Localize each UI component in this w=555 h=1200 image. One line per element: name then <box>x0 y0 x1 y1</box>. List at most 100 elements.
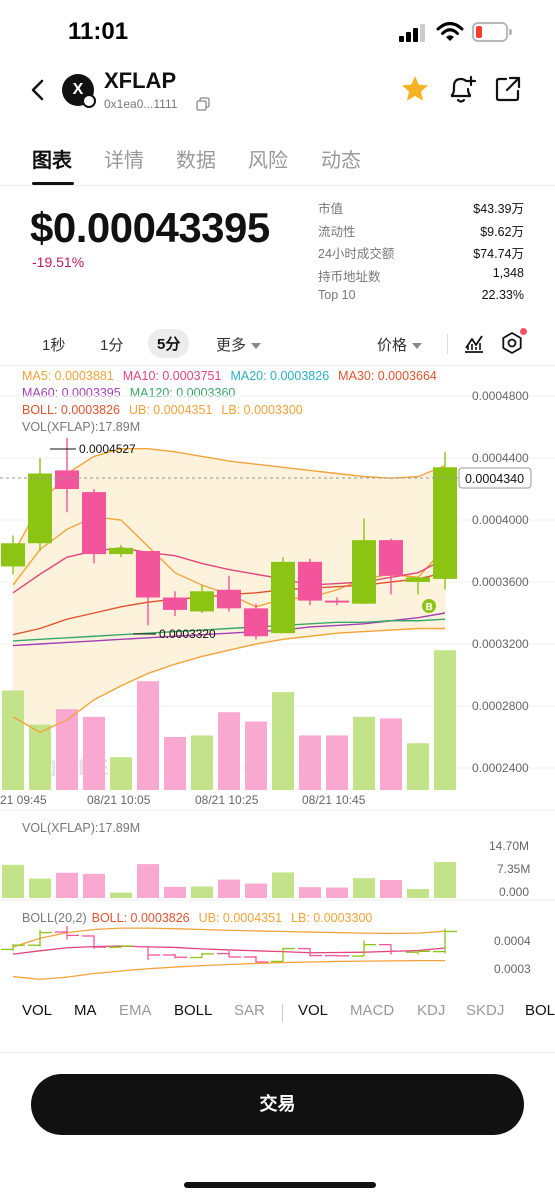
boll-panel-lb: LB: 0.0003300 <box>291 911 372 925</box>
token-address: 0x1ea0...1111 <box>104 97 178 111</box>
high-marker: 0.0004527 <box>79 442 136 456</box>
legend-ma20: MA20: 0.0003826 <box>230 369 330 383</box>
legend-lb: LB: 0.0003300 <box>221 403 303 417</box>
boll-panel-ub <box>12 927 446 948</box>
current-price: $0.00043395 <box>30 204 270 251</box>
share-icon[interactable] <box>494 75 522 103</box>
volume-overlay-bar <box>353 716 375 790</box>
indicator-tab-boll-sub[interactable]: BOLL <box>525 1002 555 1019</box>
price-chart[interactable]: ⊡ ░DEX 0.0004800 0.0004400 0.0004000 0.0003… <box>0 360 555 1000</box>
y-axis-label: 0.0002400 <box>472 761 529 775</box>
indicator-tabs: VOL MA EMA BOLL SAR VOL MACD KDJ SKDJ BO… <box>0 998 555 1028</box>
candlesticks <box>1 437 457 640</box>
indicator-icon[interactable] <box>463 332 485 354</box>
tab-active-indicator <box>32 182 74 185</box>
watermark-logo: ⊡ ░DEX <box>38 755 124 781</box>
line-ub <box>12 448 446 555</box>
vol-legend: VOL(XFLAP):17.89M <box>22 420 141 434</box>
volume-overlay-bar <box>29 724 51 790</box>
tab-chart[interactable]: 图表 <box>32 150 72 172</box>
y-axis-label: 0.0003200 <box>472 637 529 651</box>
trade-button[interactable]: 交易 <box>31 1074 524 1135</box>
x-axis-label: 08/21 10:45 <box>302 793 366 807</box>
divider <box>447 334 448 354</box>
stat-market-cap: 市值 $43.39万 <box>318 198 524 221</box>
tab-risk[interactable]: 风险 <box>248 150 288 172</box>
legend-boll: BOLL: 0.0003826 <box>22 403 120 417</box>
candle-body <box>55 470 79 489</box>
indicator-tab-sar[interactable]: SAR <box>234 1002 265 1019</box>
legend-ub: UB: 0.0004351 <box>129 403 213 417</box>
candle-body <box>271 561 295 634</box>
volume-bar <box>29 878 51 898</box>
boll-panel-lb <box>12 959 445 981</box>
candle-body <box>406 577 430 582</box>
indicator-tab-ma[interactable]: MA <box>74 1002 97 1019</box>
volume-overlay-bar <box>299 735 321 790</box>
x-axis-labels: 21 09:45 08/21 10:05 08/21 10:25 08/21 10:4… <box>0 793 366 807</box>
volume-bar <box>110 892 132 898</box>
token-logo-letter: X <box>72 81 84 98</box>
star-icon[interactable] <box>400 74 430 104</box>
stat-value: $43.39万 <box>473 202 524 216</box>
timeframe-1s[interactable]: 1秒 <box>42 337 66 354</box>
status-time: 11:01 <box>68 18 129 45</box>
back-icon[interactable] <box>24 76 52 104</box>
volume-overlay-bar <box>110 757 132 790</box>
candle-body <box>298 561 322 601</box>
volume-overlay-bar <box>56 709 78 790</box>
timeframe-1m[interactable]: 1分 <box>100 337 124 354</box>
divider <box>282 1004 283 1022</box>
timeframe-5m[interactable]: 5分 <box>148 329 190 358</box>
chain-badge-icon <box>82 94 96 108</box>
tab-data[interactable]: 数据 <box>176 150 216 172</box>
tab-details[interactable]: 详情 <box>104 150 144 172</box>
token-header: X XFLAP 0x1ea0...1111 <box>0 64 555 120</box>
candle-body <box>190 591 214 612</box>
legend-ma10: MA10: 0.0003751 <box>122 369 222 383</box>
indicator-tab-macd[interactable]: MACD <box>350 1002 395 1019</box>
indicator-tab-skdj[interactable]: SKDJ <box>466 1002 505 1019</box>
x-axis-label: 08/21 10:25 <box>195 793 259 807</box>
current-price-label: 0.0004340 <box>465 472 524 486</box>
volume-overlay-bar <box>326 735 348 790</box>
indicator-tab-vol[interactable]: VOL <box>22 1002 53 1019</box>
chevron-down-icon <box>412 343 423 350</box>
stat-label: 持币地址数 <box>318 269 381 284</box>
volume-overlay-bar <box>164 737 186 790</box>
stat-value: 1,348 <box>492 265 524 280</box>
vol-axis-label: 7.35M <box>497 862 530 876</box>
indicator-tab-boll[interactable]: BOLL <box>174 1002 213 1019</box>
candle-body <box>1 543 25 567</box>
volume-overlay-bar <box>137 681 159 790</box>
candle-body <box>244 608 268 637</box>
indicator-tab-vol-sub[interactable]: VOL <box>298 1002 329 1019</box>
stat-holders: 持币地址数 1,348 <box>318 266 524 289</box>
copy-icon[interactable] <box>196 97 210 111</box>
page-tabs: 图表 详情 数据 风险 动态 <box>0 136 555 186</box>
volume-overlay <box>2 650 456 790</box>
volume-bar <box>245 883 267 898</box>
candle-body <box>82 492 106 555</box>
x-axis-label: 21 09:45 <box>0 793 47 807</box>
stat-24h-volume: 24小时成交额 $74.74万 <box>318 243 524 266</box>
indicator-tab-ema[interactable]: EMA <box>119 1002 152 1019</box>
indicator-tab-kdj[interactable]: KDJ <box>417 1002 446 1019</box>
low-marker: 0.0003320 <box>159 627 216 641</box>
price-type-label: 价格 <box>377 337 408 354</box>
boll-panel-title: BOLL(20,2) <box>22 911 87 925</box>
bell-plus-icon[interactable] <box>446 73 478 105</box>
stat-label: 流动性 <box>318 224 356 239</box>
candle-body <box>28 473 52 544</box>
notification-dot <box>520 328 527 335</box>
tab-activity[interactable]: 动态 <box>321 150 361 172</box>
settings-gear-icon[interactable] <box>500 331 524 355</box>
volume-overlay-bar <box>191 735 213 790</box>
buy-marker[interactable] <box>422 599 436 613</box>
boll-legend-row: BOLL: 0.0003826 UB: 0.0004351 LB: 0.000330… <box>22 403 312 417</box>
timeframe-more-dropdown[interactable]: 更多 <box>216 334 262 355</box>
volume-overlay-bar <box>380 718 402 790</box>
price-type-dropdown[interactable]: 价格 <box>377 334 423 355</box>
token-logo: X <box>62 74 96 108</box>
volume-bar <box>299 887 321 898</box>
